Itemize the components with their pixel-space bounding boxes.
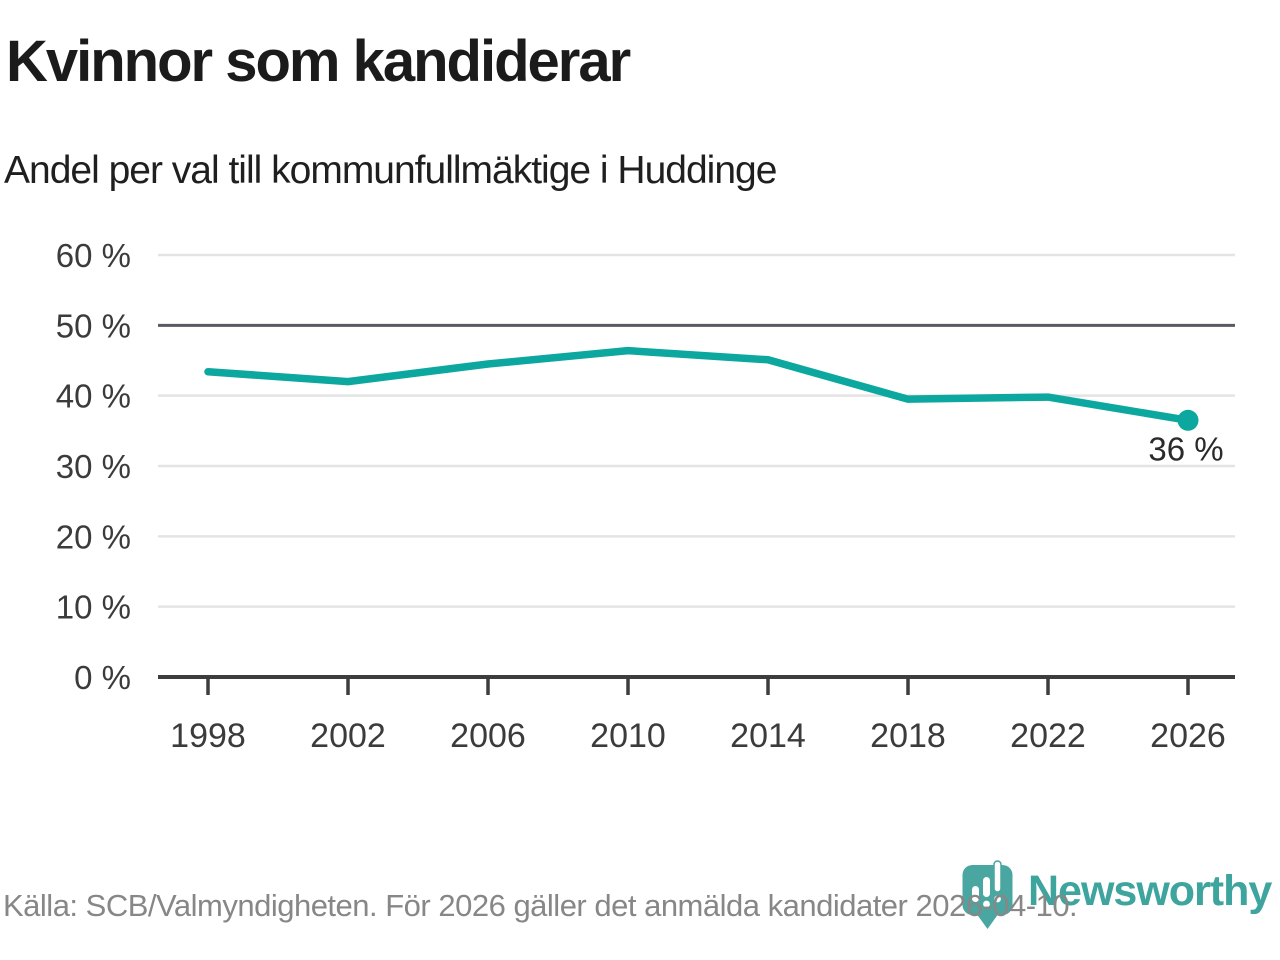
x-axis-tick-label: 2026 (1150, 717, 1226, 755)
y-axis-tick-label: 60 % (56, 237, 131, 274)
x-axis-tick-label: 2010 (590, 717, 666, 755)
x-axis-tick-label: 2014 (730, 717, 806, 755)
y-axis-tick-label: 20 % (56, 518, 131, 555)
page-title: Kvinnor som kandiderar (6, 29, 631, 94)
y-axis-tick-label: 50 % (56, 307, 131, 344)
x-axis-tick-label: 2006 (450, 717, 526, 755)
trend-line (204, 346, 1192, 425)
x-axis-tick-label: 1998 (170, 717, 246, 755)
y-axis-tick-label: 0 % (74, 659, 131, 696)
newsworthy-logo: Newsworthy (961, 860, 1272, 930)
x-axis-tick-label: 2018 (870, 717, 946, 755)
end-point-dot (1177, 409, 1199, 431)
x-axis-tick-label: 2002 (310, 717, 386, 755)
chart-subtitle: Andel per val till kommunfullmäktige i H… (4, 149, 777, 192)
x-axis-tick-label: 2022 (1010, 717, 1086, 755)
y-axis-tick-label: 30 % (56, 448, 131, 485)
newsworthy-pin-barchart-icon (962, 860, 1013, 929)
newsworthy-logo-text: Newsworthy (1028, 867, 1272, 915)
y-axis-tick-label: 40 % (56, 378, 131, 415)
y-axis-tick-label: 10 % (56, 589, 131, 626)
end-point-label: 36 % (1148, 430, 1223, 467)
source-note: Källa: SCB/Valmyndigheten. För 2026 gäll… (3, 888, 1078, 923)
